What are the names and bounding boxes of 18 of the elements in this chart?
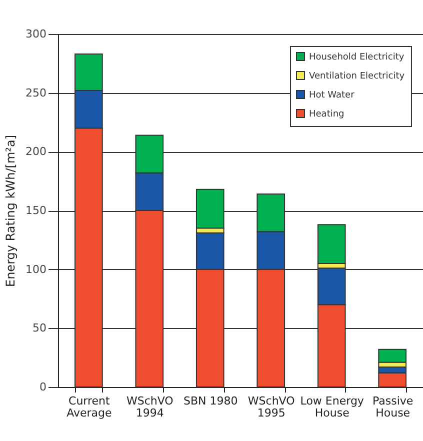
- legend-label: Household Electricity: [309, 52, 405, 62]
- y-tick-label: 250: [26, 86, 46, 100]
- y-tick-label: 200: [26, 145, 46, 158]
- y-tick-label: 0: [40, 380, 46, 394]
- x-tick-label: Current Average: [66, 394, 112, 420]
- x-tick-label: Low Energy House: [300, 394, 364, 420]
- x-tick-label: WSchVO 1994: [126, 394, 174, 420]
- legend-label: Hot Water: [309, 90, 355, 100]
- y-axis-title: Energy Rating kWh/[m²a]: [4, 134, 18, 288]
- legend-label: Heating: [309, 110, 344, 120]
- y-tick-label: 100: [26, 262, 46, 276]
- y-tick-label: 150: [26, 204, 46, 217]
- x-tick-label: SBN 1980: [184, 394, 238, 408]
- x-tick-label: Passive House: [372, 394, 414, 420]
- x-tick-label: WSchVO 1995: [248, 394, 296, 420]
- y-tick-label: 300: [26, 28, 46, 40]
- legend-label: Ventilation Electricity: [309, 72, 406, 82]
- y-tick-label: 50: [32, 322, 46, 335]
